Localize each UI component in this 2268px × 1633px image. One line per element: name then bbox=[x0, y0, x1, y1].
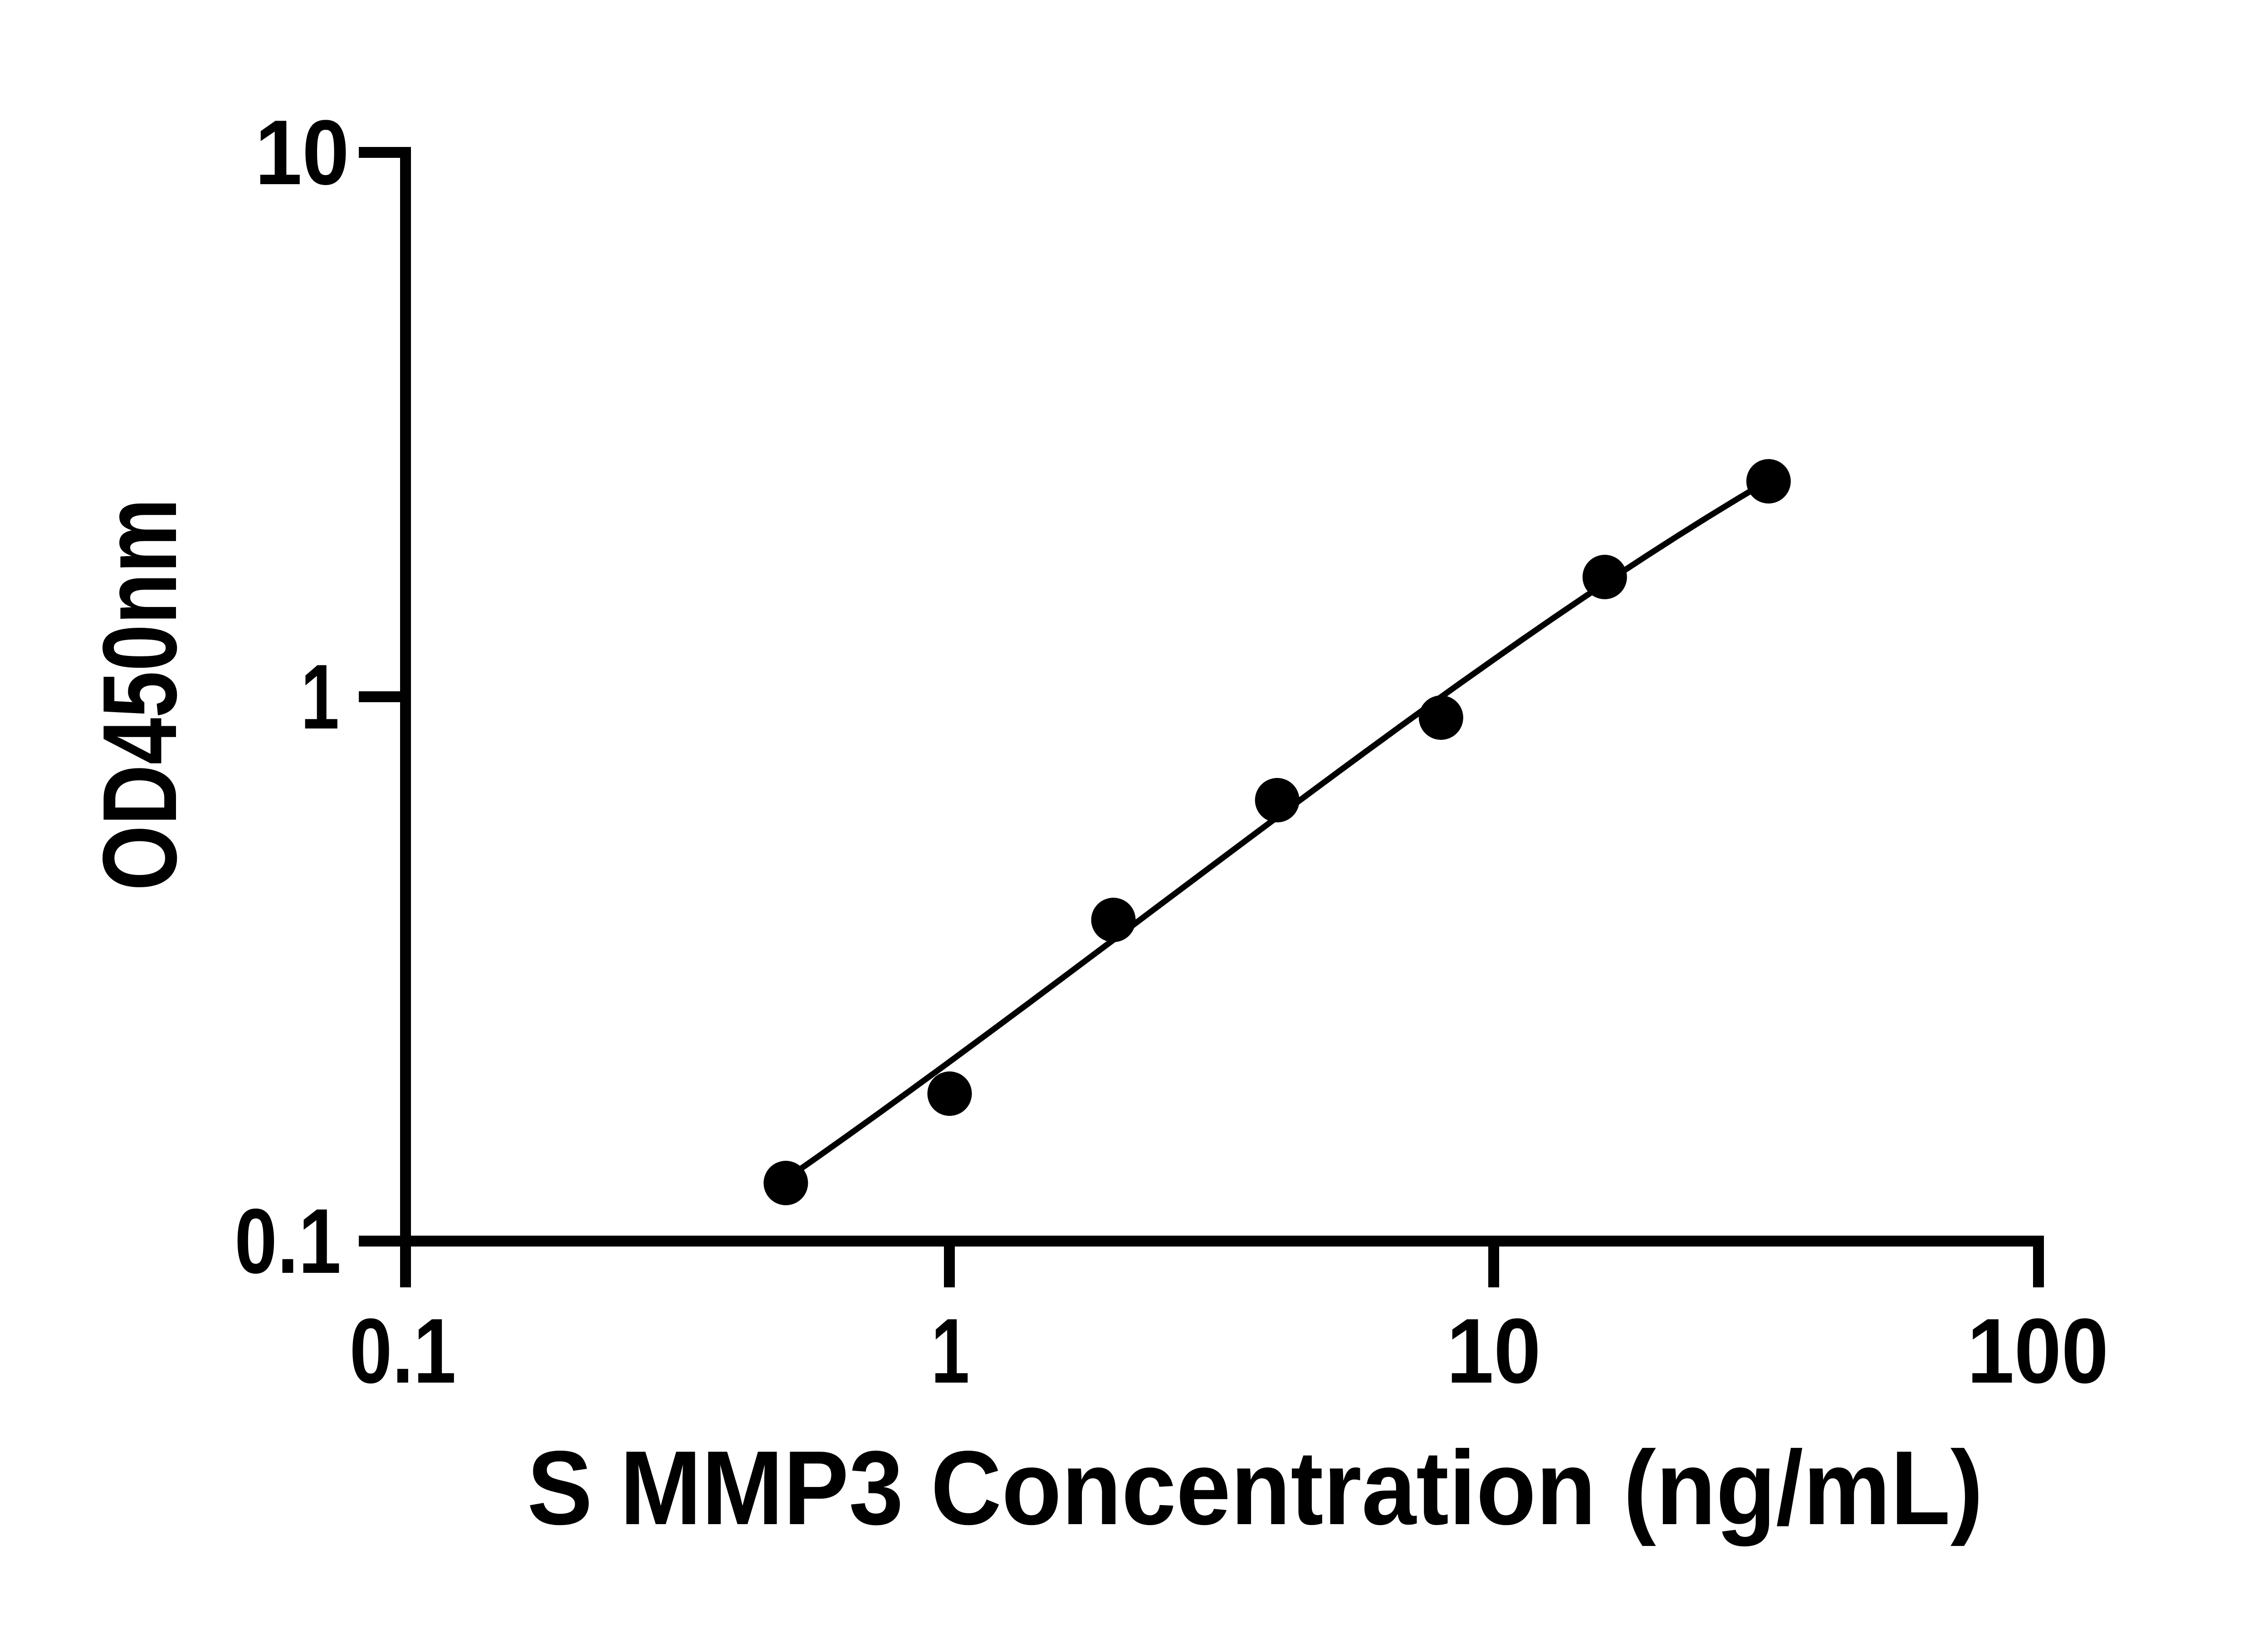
svg-text:0.1: 0.1 bbox=[350, 1300, 456, 1403]
svg-text:100: 100 bbox=[1967, 1300, 2109, 1403]
svg-text:0.1: 0.1 bbox=[235, 1190, 341, 1293]
svg-text:10: 10 bbox=[255, 101, 349, 204]
svg-text:1: 1 bbox=[931, 1300, 970, 1403]
svg-text:S MMP3 Concentration (ng/mL): S MMP3 Concentration (ng/mL) bbox=[527, 1429, 1983, 1547]
svg-text:OD450nm: OD450nm bbox=[81, 499, 199, 891]
svg-text:10: 10 bbox=[1447, 1300, 1541, 1403]
svg-text:1: 1 bbox=[301, 645, 339, 748]
